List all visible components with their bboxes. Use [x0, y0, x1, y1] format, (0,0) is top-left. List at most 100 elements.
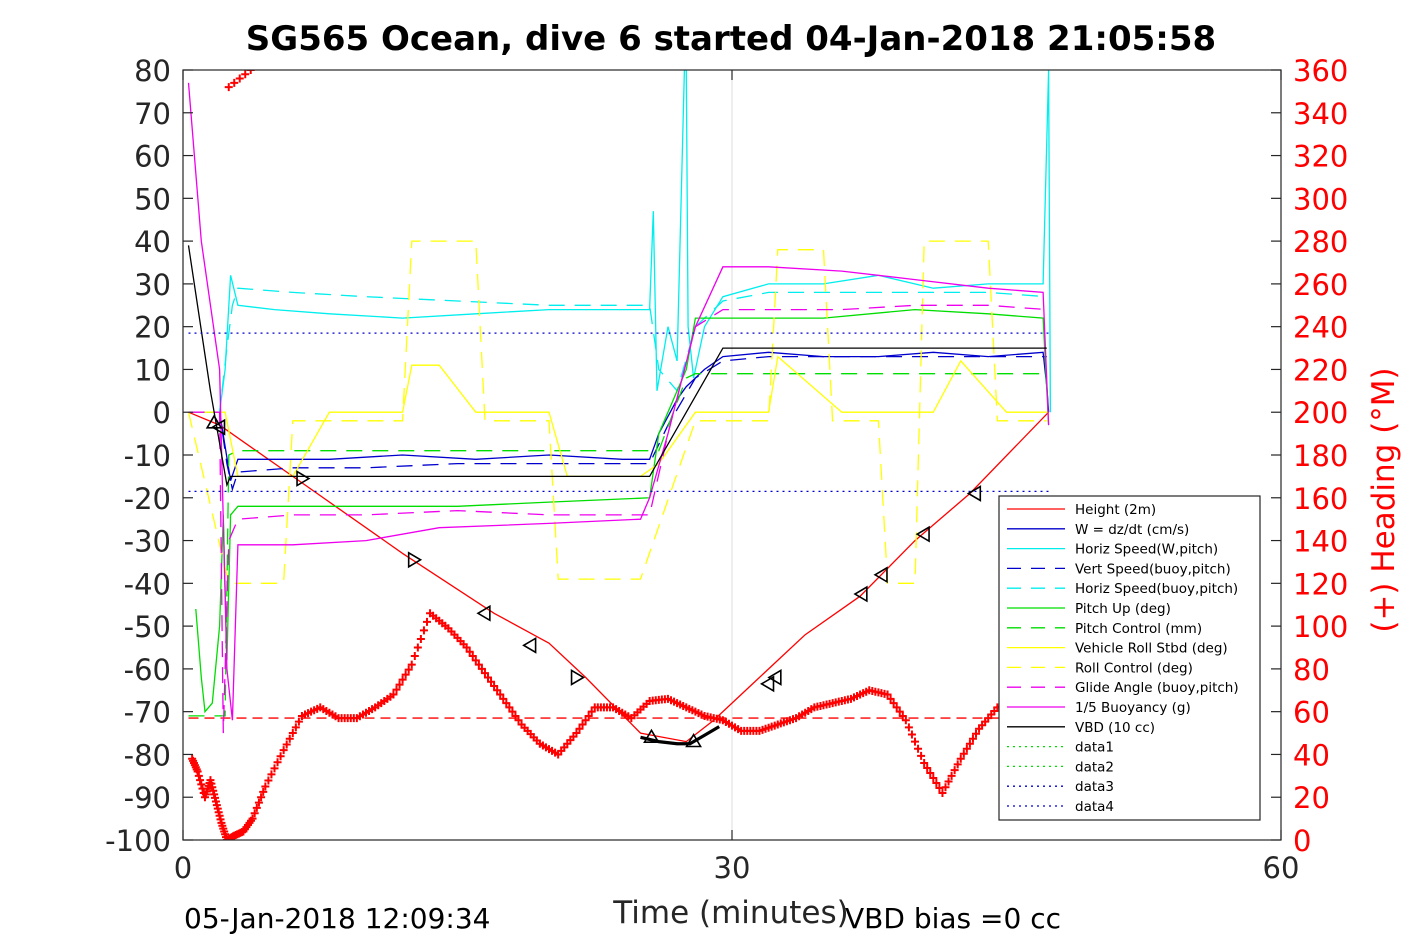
- y2-tick-label: 280: [1293, 225, 1348, 259]
- heading-marker: [235, 74, 244, 83]
- y2-tick-label: 320: [1293, 140, 1348, 174]
- y-tick-label: 80: [134, 54, 171, 88]
- series-line-10: [187, 82, 1050, 721]
- heading-marker: [416, 634, 425, 643]
- y-tick-label: 50: [134, 182, 171, 216]
- y2-tick-label: 260: [1293, 268, 1348, 302]
- series-line-6: [188, 373, 1047, 717]
- heading-marker: [926, 768, 935, 777]
- series-layer: [187, 70, 1052, 746]
- y2-tick-label: 340: [1293, 97, 1348, 131]
- heading-marker: [962, 744, 971, 753]
- heading-marker: [508, 707, 517, 716]
- left-axis: 80 70 60 50 40 30 20 10 0 -10 -20 -30 -40 -50 -60 -70 -8…: [105, 54, 193, 858]
- y2-tick-label: 0: [1293, 824, 1311, 858]
- y2-tick-label: 80: [1293, 653, 1330, 687]
- series-line-11: [187, 245, 1047, 488]
- legend-label: 1/5 Buoyancy (g): [1075, 700, 1191, 716]
- legend-label: Vehicle Roll Stbd (deg): [1075, 641, 1228, 657]
- heading-marker: [892, 703, 901, 712]
- y2-axis-label: (+) Heading (°M): [1366, 367, 1402, 632]
- y-tick-label: 30: [134, 268, 171, 302]
- legend-label: Roll Control (deg): [1075, 660, 1193, 676]
- heading-marker: [264, 776, 273, 785]
- heading-marker: [499, 694, 508, 703]
- heading-marker: [410, 652, 419, 661]
- triangle-marker: [211, 418, 226, 436]
- y2-tick-label: 160: [1293, 482, 1348, 516]
- y-tick-label: -10: [124, 439, 171, 473]
- heading-marker: [273, 758, 282, 767]
- y-tick-label: -90: [124, 781, 171, 815]
- y-tick-label: 40: [134, 225, 171, 259]
- y-tick-label: 20: [134, 311, 171, 345]
- legend-label: data2: [1075, 759, 1114, 775]
- y-tick-label: -20: [124, 482, 171, 516]
- heading-marker: [423, 617, 431, 626]
- heading-marker: [246, 70, 255, 74]
- y-tick-label: 60: [134, 140, 171, 174]
- footer-vbd-bias: VBD bias =0 cc: [845, 902, 1061, 935]
- y-tick-label: 10: [134, 353, 171, 387]
- x-axis-label: Time (minutes): [612, 895, 848, 931]
- heading-marker: [484, 673, 492, 682]
- heading-marker: [904, 723, 913, 732]
- heading-marker: [898, 711, 907, 720]
- heading-marker: [389, 690, 398, 699]
- x-tick-label: 0: [174, 851, 192, 885]
- y2-tick-label: 60: [1293, 696, 1330, 730]
- heading-marker: [401, 670, 410, 679]
- heading-marker: [953, 760, 962, 769]
- triangle-marker: [767, 669, 782, 686]
- heading-marker: [241, 70, 250, 79]
- y-tick-label: -50: [124, 610, 171, 644]
- heading-marker: [267, 770, 276, 779]
- x-tick-label: 30: [714, 851, 751, 885]
- legend-box: [998, 495, 1261, 821]
- triangle-marker: [966, 485, 982, 502]
- heading-marker: [248, 814, 257, 823]
- heading-marker: [480, 669, 489, 678]
- y-tick-label: -30: [124, 525, 171, 559]
- heading-marker: [578, 720, 587, 729]
- heading-marker: [419, 626, 428, 635]
- heading-marker: [294, 717, 303, 726]
- heading-marker: [923, 763, 932, 772]
- heading-marker: [259, 787, 268, 796]
- heading-marker: [197, 780, 206, 789]
- y-tick-label: -100: [105, 824, 171, 858]
- legend-label: data3: [1075, 779, 1114, 795]
- legend-label: Horiz Speed(W,pitch): [1075, 542, 1218, 558]
- y2-tick-label: 140: [1293, 525, 1348, 559]
- series-line-9: [188, 304, 1047, 734]
- triangle-marker: [873, 566, 888, 584]
- heading-marker: [196, 776, 205, 785]
- x-axis: 0 30 60: [174, 70, 1299, 885]
- heading-marker: [276, 752, 285, 761]
- heading-marker: [224, 83, 233, 92]
- heading-marker: [496, 690, 505, 699]
- triangle-marker: [915, 525, 930, 543]
- legend-label: Glide Angle (buoy,pitch): [1075, 680, 1239, 696]
- heading-marker: [895, 707, 904, 716]
- heading-marker: [965, 739, 974, 748]
- heading-marker: [493, 686, 502, 695]
- legend-label: Vert Speed(buoy,pitch): [1075, 561, 1231, 577]
- heading-marker: [282, 740, 291, 749]
- y2-tick-label: 240: [1293, 311, 1348, 345]
- heading-marker: [487, 677, 496, 686]
- y2-tick-label: 20: [1293, 781, 1330, 815]
- y2-tick-label: 200: [1293, 396, 1348, 430]
- triangle-marker: [685, 733, 702, 748]
- series-line-5: [195, 308, 1050, 714]
- heading-marker: [474, 660, 483, 669]
- triangle-marker: [570, 669, 586, 686]
- y2-tick-label: 180: [1293, 439, 1348, 473]
- legend-label: data1: [1075, 740, 1114, 756]
- heading-marker: [932, 778, 941, 787]
- y-tick-label: 70: [134, 97, 171, 131]
- legend-label: data4: [1075, 799, 1114, 815]
- vbd-bottom-curve: [640, 725, 720, 746]
- heading-marker: [959, 749, 968, 758]
